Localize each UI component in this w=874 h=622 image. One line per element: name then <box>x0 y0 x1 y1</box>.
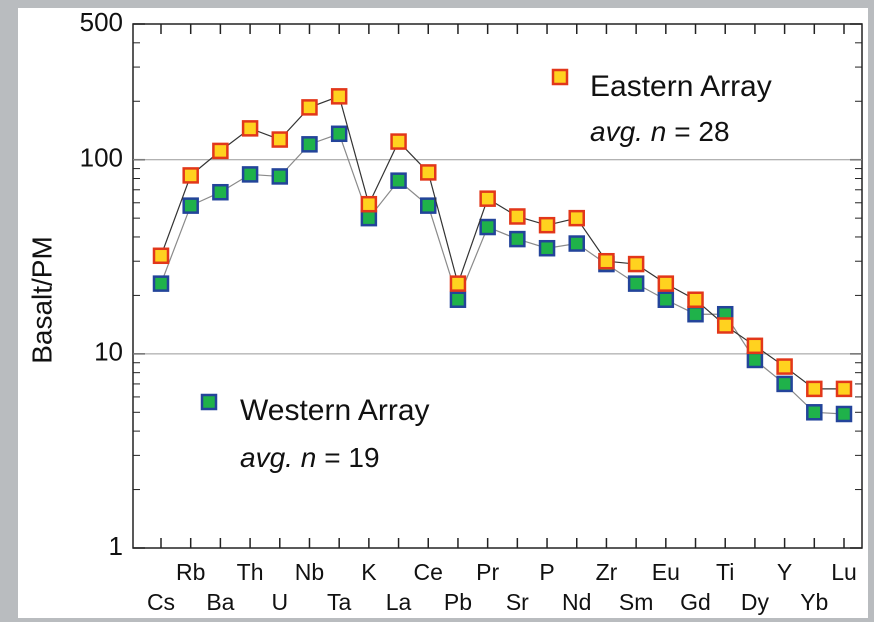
legend-label: Eastern Array <box>590 70 772 103</box>
data-point <box>152 275 170 292</box>
data-point <box>330 125 348 143</box>
plot-frame <box>132 23 863 549</box>
data-point <box>538 239 556 257</box>
x-tick-label: Cs <box>147 589 175 615</box>
legend-note: avg. n = 19 <box>240 442 380 473</box>
data-point <box>568 235 585 252</box>
data-point <box>687 305 704 323</box>
data-point <box>449 291 467 308</box>
data-point <box>301 99 318 116</box>
x-tick-label: Yb <box>800 589 828 615</box>
x-tick-label: Nb <box>295 559 324 585</box>
x-tick-label: Zr <box>596 559 618 585</box>
data-point <box>746 337 764 355</box>
data-point <box>241 166 259 183</box>
data-point <box>627 275 645 292</box>
x-tick-label: Th <box>237 559 264 585</box>
data-point <box>509 208 526 225</box>
data-point <box>241 120 259 137</box>
data-point <box>330 88 348 105</box>
data-point <box>835 405 853 423</box>
note-value: = 28 <box>674 116 729 147</box>
data-point <box>212 183 229 201</box>
data-point <box>182 197 199 214</box>
note-italic: avg. n <box>240 442 316 473</box>
note-value: = 19 <box>324 442 379 473</box>
x-tick-label: Ce <box>414 559 443 585</box>
x-tick-label: Lu <box>831 559 857 585</box>
x-tick-label: Dy <box>741 589 770 615</box>
x-tick-label: La <box>386 589 412 615</box>
x-tick-label: Nd <box>562 589 591 615</box>
data-point <box>271 168 289 185</box>
data-point <box>776 375 793 393</box>
data-point <box>538 216 556 234</box>
data-point <box>360 209 378 227</box>
data-point <box>479 218 496 236</box>
data-point <box>152 247 170 265</box>
x-tick-label: U <box>271 589 288 615</box>
data-point <box>716 317 734 334</box>
data-point <box>746 351 764 369</box>
x-tick-label: Ta <box>327 589 352 615</box>
note-italic: avg. n <box>590 116 666 147</box>
x-tick-label: Pr <box>476 559 499 585</box>
data-point <box>835 380 853 398</box>
legend-marker <box>551 68 569 86</box>
data-point <box>182 167 199 184</box>
data-point <box>390 172 407 189</box>
x-tick-label: K <box>361 559 377 585</box>
data-point <box>360 195 378 213</box>
data-point <box>598 252 615 270</box>
data-point <box>479 190 496 207</box>
x-tick-label: Eu <box>652 559 680 585</box>
data-point <box>657 275 675 292</box>
y-axis-label: Basalt/PM <box>26 236 57 364</box>
data-point <box>212 142 229 160</box>
legend-note: avg. n = 28 <box>590 116 730 147</box>
data-point <box>390 133 407 150</box>
data-point <box>420 197 437 214</box>
y-tick-label: 500 <box>80 7 123 37</box>
data-point <box>657 291 675 308</box>
data-point <box>806 380 823 398</box>
data-point <box>271 131 289 148</box>
y-tick-label: 1 <box>109 531 123 561</box>
x-tick-label: Ba <box>206 589 234 615</box>
x-tick-label: Y <box>777 559 792 585</box>
data-point <box>301 136 318 153</box>
x-tick-label: Pb <box>444 589 472 615</box>
x-tick-label: Ti <box>716 559 734 585</box>
x-tick-label: Gd <box>680 589 711 615</box>
x-tick-label: Sr <box>506 589 529 615</box>
x-tick-label: P <box>539 559 554 585</box>
x-tick-label: Rb <box>176 559 205 585</box>
data-point <box>509 230 526 248</box>
x-tick-label: Sm <box>619 589 654 615</box>
data-point <box>776 358 793 375</box>
legend-marker <box>200 393 218 411</box>
data-point <box>627 255 645 273</box>
data-point <box>420 164 437 181</box>
data-point <box>568 209 585 227</box>
legend-label: Western Array <box>240 394 430 427</box>
data-point <box>687 291 704 308</box>
data-point <box>806 404 823 421</box>
y-tick-label: 10 <box>94 337 123 367</box>
y-tick-label: 100 <box>80 143 123 173</box>
data-point <box>449 275 467 292</box>
